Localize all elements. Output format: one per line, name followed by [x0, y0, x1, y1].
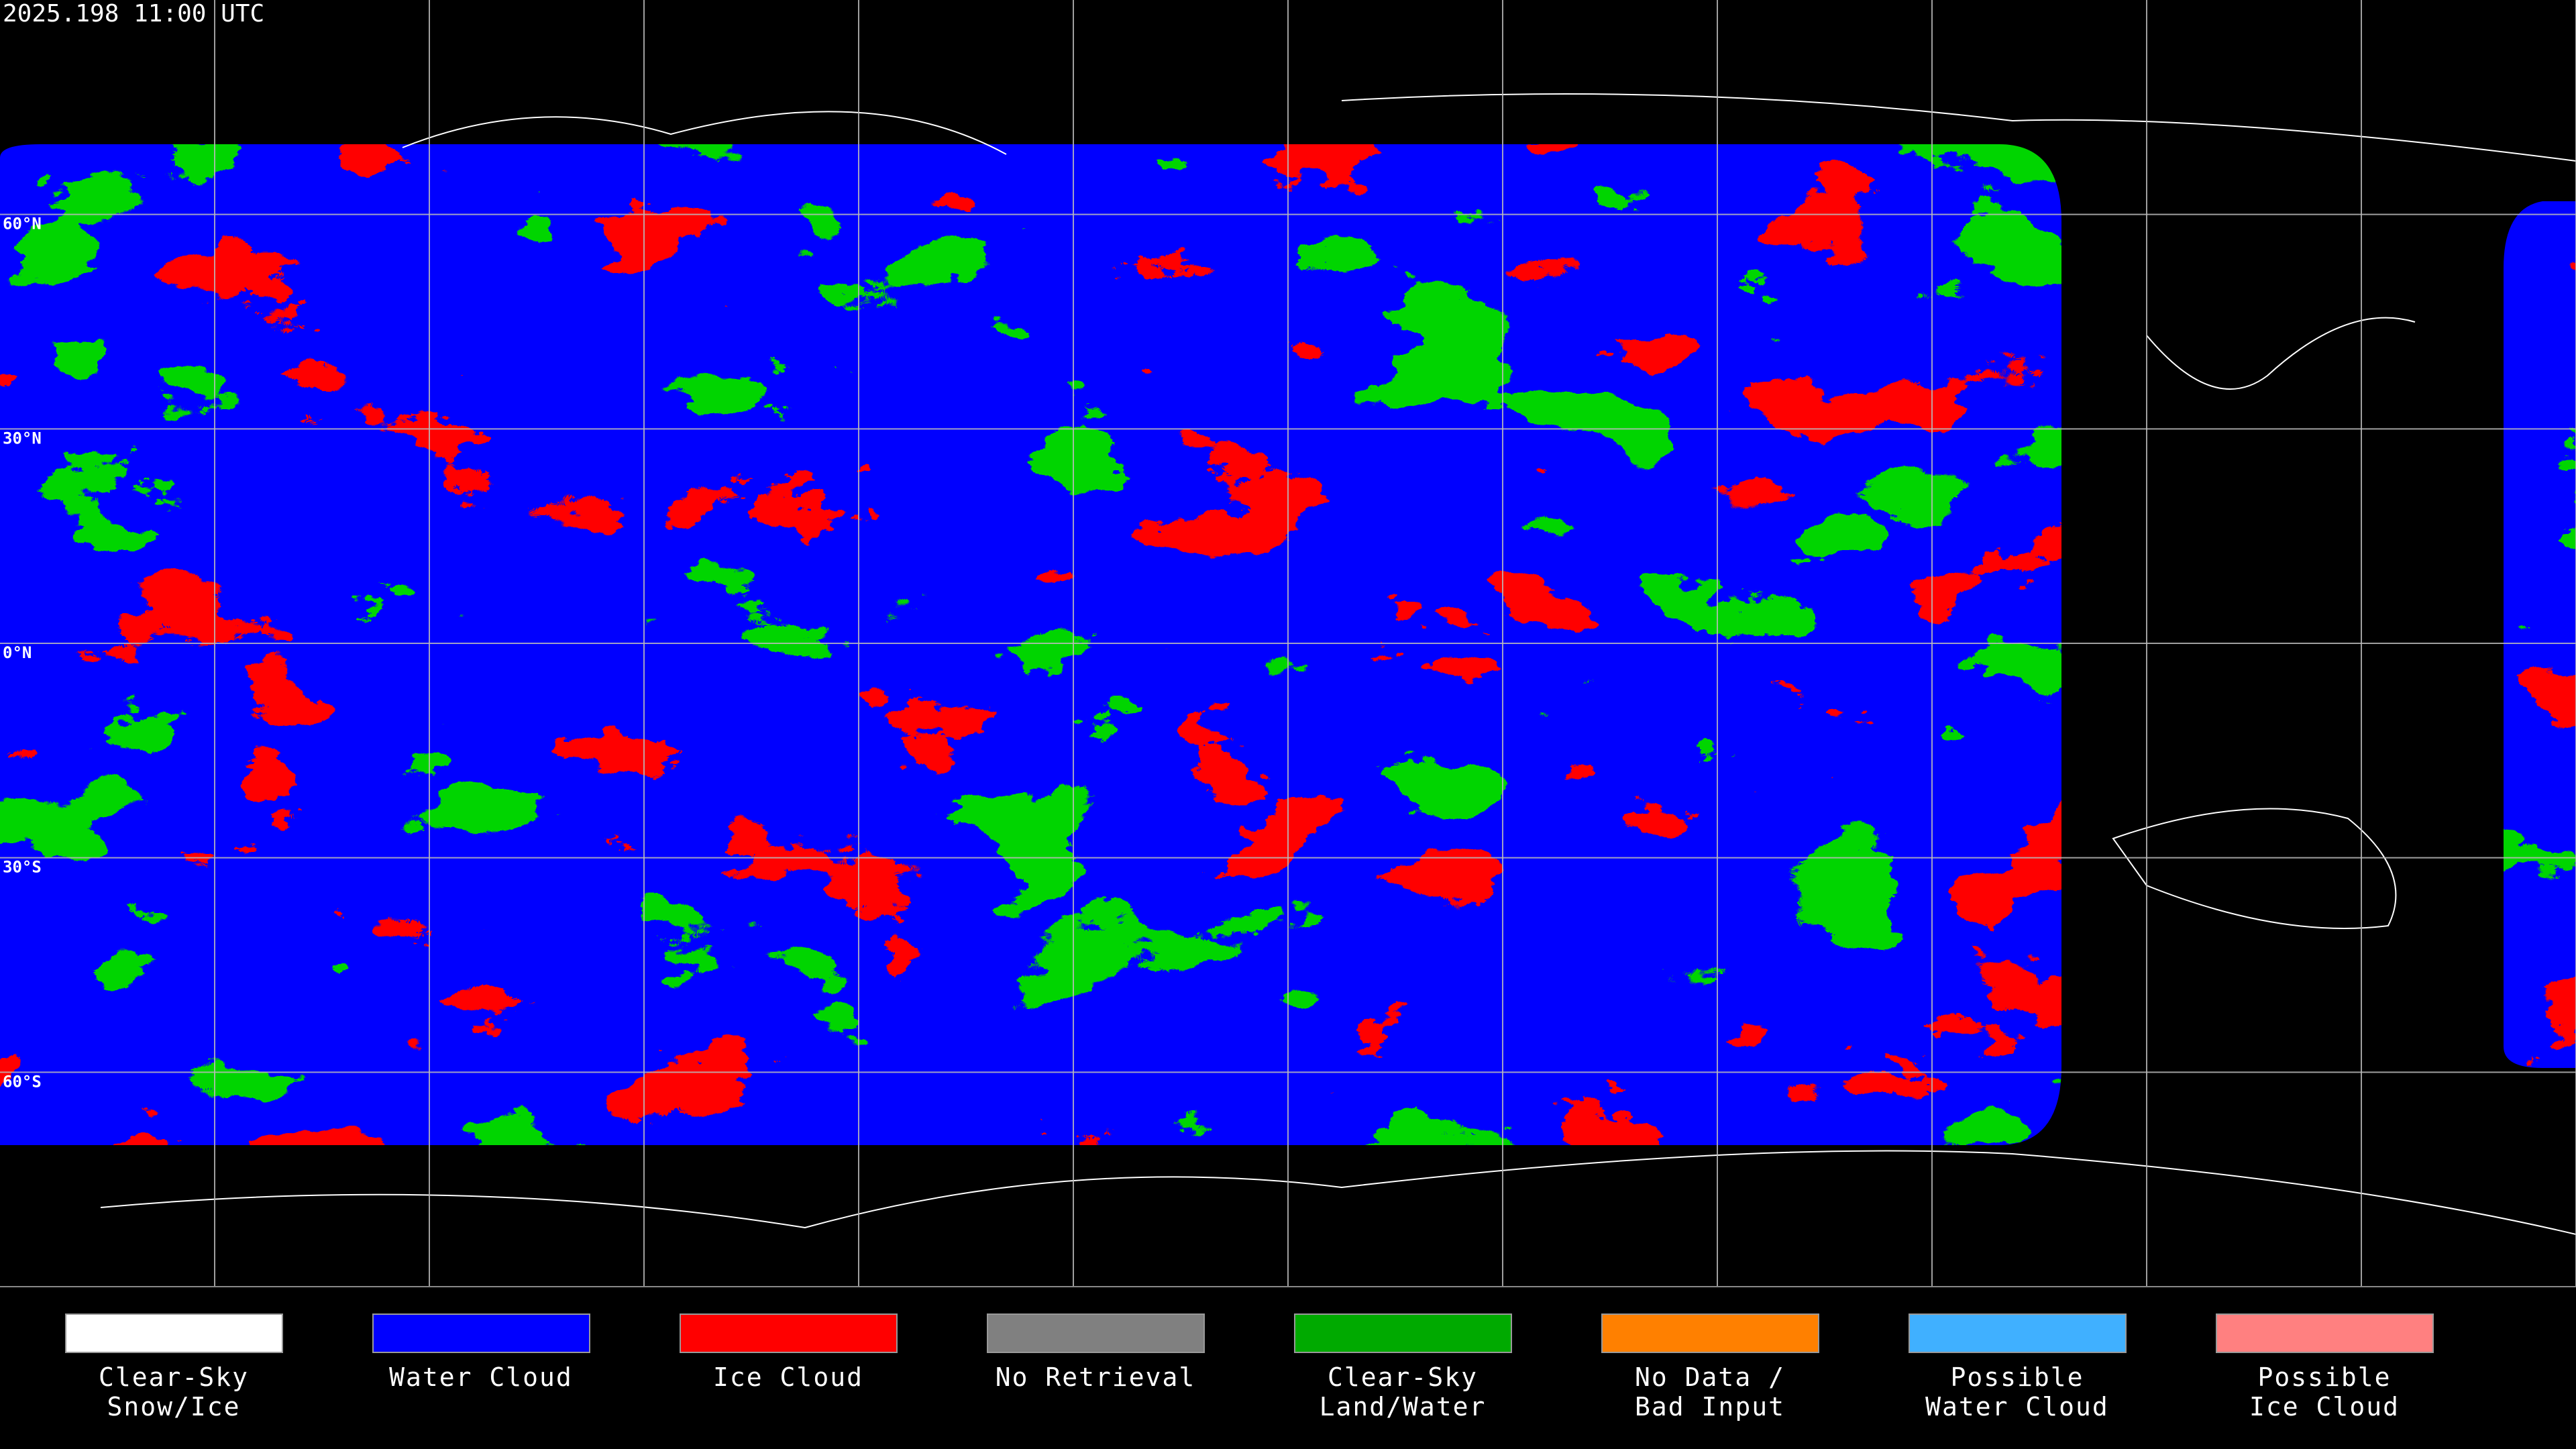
legend-swatch	[1601, 1313, 1819, 1353]
latitude-label: 60°N	[3, 215, 42, 233]
legend-swatch	[987, 1313, 1205, 1353]
latitude-label: 30°S	[3, 858, 42, 877]
legend-label: Bad Input	[1635, 1392, 1785, 1421]
legend-swatch	[680, 1313, 898, 1353]
legend-swatch	[1909, 1313, 2127, 1353]
legend-swatch	[65, 1313, 283, 1353]
legend-swatch	[1294, 1313, 1512, 1353]
legend-label: Possible	[1950, 1362, 2084, 1392]
latitude-label: 0°N	[3, 643, 32, 662]
legend-label: Snow/Ice	[107, 1392, 240, 1421]
legend-label: Clear-Sky	[1328, 1362, 1478, 1392]
graticule: 60°N 30°N 0°N 30°S 60°S	[0, 0, 2576, 1287]
legend-label: Ice Cloud	[713, 1362, 863, 1392]
legend-label: Water Cloud	[1925, 1392, 2109, 1421]
legend-label: Land/Water	[1320, 1392, 1487, 1421]
legend-label: Water Cloud	[389, 1362, 573, 1392]
latitude-label: 60°S	[3, 1072, 42, 1091]
legend-swatch	[2216, 1313, 2434, 1353]
legend-label: Clear-Sky	[99, 1362, 249, 1392]
coastlines	[100, 93, 2576, 1235]
latitude-label: 30°N	[3, 429, 42, 447]
legend-label: Ice Cloud	[2249, 1392, 2400, 1421]
legend-swatch	[372, 1313, 590, 1353]
legend-bar	[0, 1287, 2576, 1449]
timestamp: 2025.198 11:00 UTC	[3, 0, 264, 28]
legend-label: No Data /	[1635, 1362, 1785, 1392]
legend-label: No Retrieval	[996, 1362, 1196, 1392]
legend-label: Possible	[2257, 1362, 2391, 1392]
